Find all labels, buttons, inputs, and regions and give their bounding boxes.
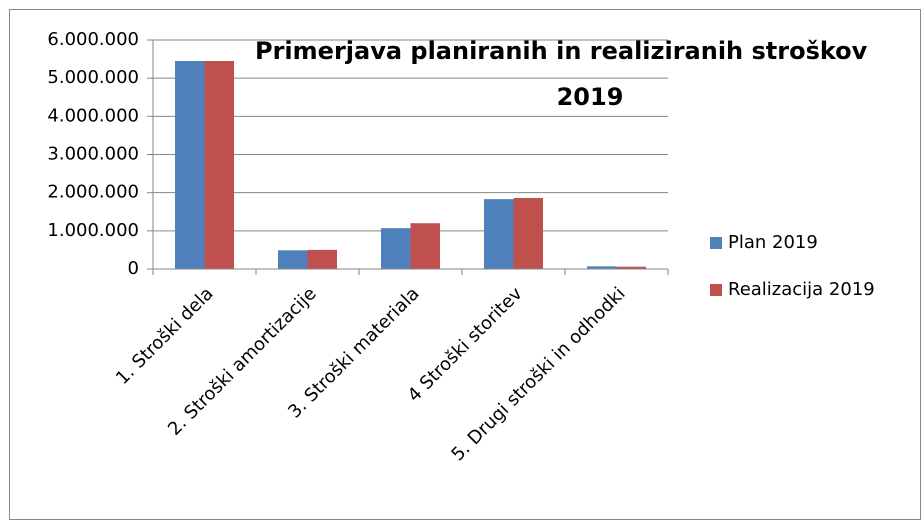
bar bbox=[410, 223, 440, 269]
chart-title: Primerjava planiranih in realiziranih st… bbox=[255, 37, 868, 65]
chart-frame bbox=[9, 9, 921, 520]
y-tick-label: 6.000.000 bbox=[47, 29, 139, 50]
legend-swatch bbox=[710, 284, 722, 296]
y-tick-label: 2.000.000 bbox=[47, 182, 139, 203]
y-tick-label: 1.000.000 bbox=[47, 220, 139, 241]
bar bbox=[307, 249, 337, 269]
legend-label: Plan 2019 bbox=[728, 232, 818, 253]
bar bbox=[278, 250, 308, 269]
y-tick-label: 3.000.000 bbox=[47, 144, 139, 165]
bar bbox=[381, 228, 411, 269]
y-tick-label: 5.000.000 bbox=[47, 67, 139, 88]
chart-title: 2019 bbox=[557, 83, 624, 111]
bar bbox=[587, 266, 617, 269]
bar bbox=[175, 60, 205, 269]
y-tick-label: 0 bbox=[128, 258, 139, 279]
legend-label: Realizacija 2019 bbox=[728, 279, 875, 300]
bar bbox=[484, 199, 514, 269]
bar bbox=[204, 60, 234, 269]
legend-swatch bbox=[710, 237, 722, 249]
bar bbox=[616, 266, 646, 269]
bar bbox=[513, 198, 543, 269]
y-tick-label: 4.000.000 bbox=[47, 105, 139, 126]
